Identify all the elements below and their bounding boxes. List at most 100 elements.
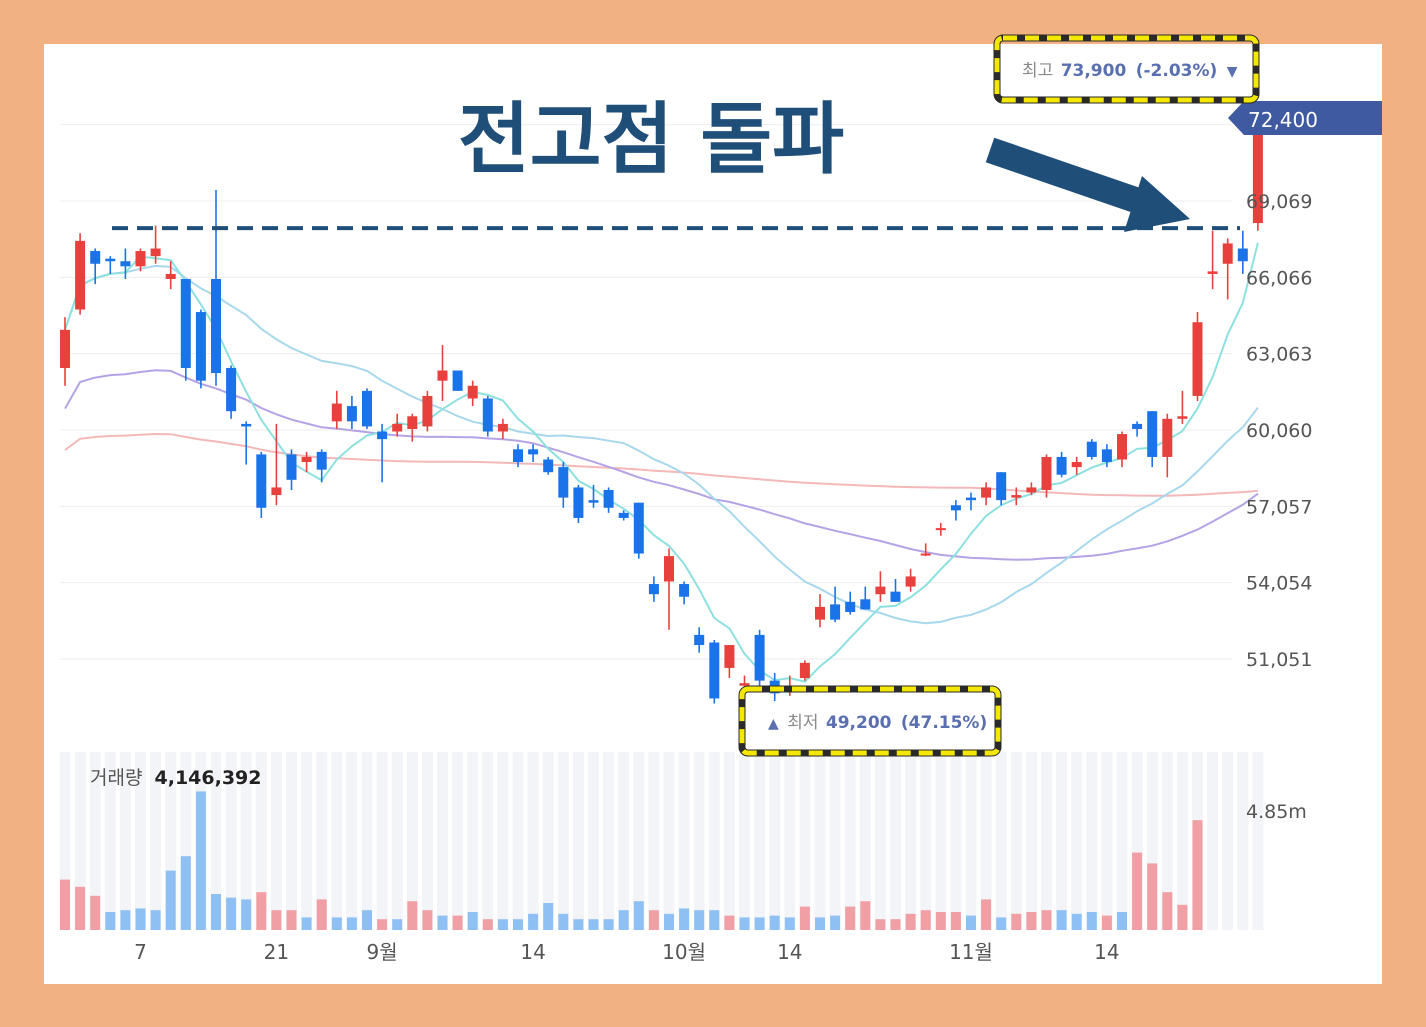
candle — [920, 543, 931, 557]
volume-stripe — [225, 752, 237, 930]
volume-stripe — [965, 752, 977, 930]
volume-stripe — [603, 752, 615, 930]
candle — [618, 510, 629, 521]
candle — [1071, 456, 1082, 475]
volume-bar — [120, 910, 131, 930]
volume-bar — [528, 913, 539, 930]
y-tick-label: 54,054 — [1246, 573, 1312, 595]
candle — [588, 484, 599, 508]
volume-bar — [694, 910, 705, 930]
candle — [422, 390, 433, 432]
volume-bar — [573, 919, 584, 930]
candle — [437, 345, 448, 402]
candle — [1207, 230, 1218, 290]
candle — [256, 451, 267, 518]
volume-stripe — [59, 752, 71, 930]
y-tick-label: 60,060 — [1246, 420, 1312, 442]
x-tick-label: 7 — [134, 940, 147, 964]
ma20-line — [64, 264, 1259, 625]
candle — [105, 256, 116, 274]
volume-stripe — [1161, 752, 1173, 930]
volume-stripe — [376, 752, 388, 930]
volume-bar — [1086, 912, 1097, 930]
x-tick-label: 11월 — [949, 940, 993, 964]
candle — [890, 578, 901, 602]
candle — [860, 586, 871, 610]
volume-bar — [558, 913, 569, 930]
candle — [724, 645, 735, 679]
volume-stripe — [421, 752, 433, 930]
candle — [694, 627, 705, 653]
volume-stripe — [844, 752, 856, 930]
volume-stripe — [890, 752, 901, 930]
volume-stripe — [482, 752, 494, 930]
y-tick-label: 57,057 — [1246, 496, 1312, 518]
volume-bar — [588, 919, 599, 930]
candle — [301, 451, 312, 473]
volume-bar — [920, 910, 931, 930]
volume-bar — [1056, 910, 1067, 930]
volume-bar — [860, 901, 871, 930]
candle — [75, 233, 86, 315]
candle — [211, 190, 221, 386]
volume-stripe — [437, 752, 448, 930]
volume-stripe — [210, 752, 222, 930]
volume-stripe — [316, 752, 328, 930]
volume-bar — [437, 915, 448, 930]
moving-averages — [64, 242, 1259, 683]
volume-stripe — [1010, 752, 1022, 930]
volume-bar — [935, 912, 946, 930]
candle — [1056, 451, 1067, 478]
volume-stripe — [542, 752, 554, 930]
low-value: 49,200 — [826, 713, 892, 733]
candle — [226, 365, 237, 419]
y-tick-label: 69,069 — [1246, 191, 1312, 213]
volume-bar — [664, 913, 674, 930]
volume-stripe — [301, 752, 313, 930]
candle — [180, 279, 191, 381]
volume-stripe — [935, 752, 947, 930]
low-change: (47.15%) — [901, 713, 987, 733]
volume-bar — [1192, 820, 1203, 930]
volume-bar — [301, 917, 312, 930]
candle — [1132, 421, 1143, 437]
volume-bar — [241, 899, 252, 930]
x-tick-label: 9월 — [367, 940, 398, 964]
x-tick-label: 10월 — [662, 940, 706, 964]
candle — [799, 660, 810, 681]
volume-bar — [60, 879, 70, 930]
volume-stripe — [950, 752, 962, 930]
volume-bar — [950, 912, 961, 930]
candle — [543, 456, 554, 475]
volume-bar — [211, 894, 221, 930]
volume-stripe — [905, 752, 917, 930]
volume-stripe — [769, 752, 781, 930]
volume-stripe — [708, 752, 720, 930]
volume-stripe — [406, 752, 418, 930]
candle — [845, 591, 856, 615]
volume-bar — [1071, 913, 1082, 930]
candle — [407, 413, 418, 442]
candle — [467, 380, 478, 407]
candle — [150, 225, 161, 264]
headline: 전고점 돌파 — [458, 95, 844, 185]
volume-bar — [150, 910, 161, 930]
volume-bar — [362, 910, 372, 930]
volume-bar — [286, 910, 297, 930]
current-price: 72,400 — [1248, 108, 1318, 132]
volume-stripe — [1176, 752, 1188, 930]
candle — [679, 581, 690, 605]
candle — [392, 413, 403, 437]
volume-stripe — [452, 752, 464, 930]
volume-stripe — [74, 752, 86, 930]
volume-bar — [769, 915, 780, 930]
candle — [1117, 431, 1127, 468]
candle — [1101, 444, 1112, 468]
volume-stripe — [557, 752, 569, 930]
candle — [935, 523, 946, 536]
volume-bar — [739, 917, 750, 930]
volume-bar — [815, 917, 825, 930]
candle — [648, 576, 659, 602]
y-tick-label: 63,063 — [1246, 344, 1312, 366]
candle — [1162, 413, 1173, 478]
